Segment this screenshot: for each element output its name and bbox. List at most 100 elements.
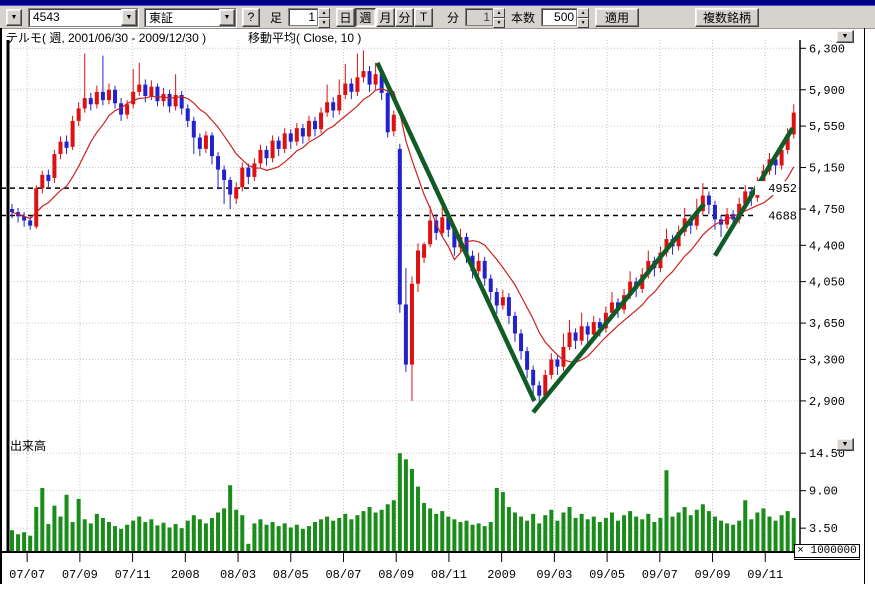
volume-bar [209,517,214,552]
volume-scale-dropdown-button[interactable]: ▼ [836,438,854,451]
ma-indicator-label: 移動平均( Close, 10 ) [248,31,362,45]
trend-line [375,61,537,402]
period-minute-button[interactable]: 分 [395,7,415,27]
candle-body [403,304,408,365]
candle-body [294,128,299,142]
date-tick-label: 09/11 [747,568,783,582]
stock-code-dropdown-icon[interactable]: ▼ [121,8,137,26]
date-tick-label: 2009 [487,568,516,582]
volume-bar [34,507,39,552]
spin-down-icon[interactable]: ▼ [493,18,506,28]
exchange-dropdown-icon[interactable]: ▼ [219,8,235,26]
period-tick-button[interactable]: T [414,7,434,27]
volume-bar [476,523,481,552]
price-scale-dropdown-button[interactable]: ▼ [836,30,854,43]
candle-body [64,141,69,148]
candle-body [34,188,39,227]
volume-bar [137,516,142,552]
ashi-spinner[interactable]: ▲ ▼ [318,8,331,28]
volume-bar [167,527,172,552]
candle-body [325,102,330,113]
minute-input[interactable]: 1 [465,8,494,26]
spin-up-icon[interactable]: ▲ [577,8,590,18]
candle-body [609,302,614,313]
candle-body [628,281,633,296]
price-tick-label: 5,550 [809,120,845,134]
volume-bar [185,520,190,552]
volume-bar [191,515,196,552]
period-month-button[interactable]: 月 [376,7,396,27]
volume-bar [403,459,408,552]
spin-up-icon[interactable]: ▲ [493,8,506,18]
candle-body [409,283,414,365]
candle-body [525,351,530,370]
volume-bar [234,509,239,552]
candle-body [379,74,384,93]
period-week-button[interactable]: 週 [355,7,377,27]
honsu-input[interactable]: 500 [541,8,578,26]
period-day-button[interactable]: 日 [336,7,356,27]
ashi-input[interactable]: 1 [288,8,319,26]
volume-bar [646,513,651,552]
spin-up-icon[interactable]: ▲ [318,8,331,18]
volume-bar [325,516,330,552]
volume-bar [355,515,360,552]
candle-body [391,114,396,132]
candle-body [40,174,45,189]
help-button[interactable]: ? [242,7,260,27]
candle-body [173,94,178,107]
volume-bar [294,524,299,552]
volume-bar [367,507,372,552]
candle-body [300,128,305,137]
candle-body [646,260,651,275]
volume-bar [64,494,69,552]
candle-body [349,83,354,92]
volume-bar [319,519,324,552]
volume-bar [652,522,657,552]
volume-bar [482,526,487,552]
volume-bar [216,512,221,552]
honsu-spinner[interactable]: ▲ ▼ [577,8,590,28]
multi-stock-button[interactable]: 複数銘柄 [695,7,760,27]
volume-bar [749,519,754,552]
candle-body [579,326,584,341]
candle-body [203,135,208,149]
candle-body [416,250,421,284]
candle-body [313,120,317,130]
volume-bar [179,528,184,552]
volume-bar [694,509,699,552]
corner-dropdown-button[interactable]: ▼ [6,8,22,26]
minute-spinner[interactable]: ▲ ▼ [493,8,506,28]
volume-bar [446,516,451,552]
volume-tick-label: 3.50 [809,522,838,536]
candle-body [397,148,402,305]
volume-bar [373,512,378,552]
candle-body [276,140,281,149]
candle-body [440,217,445,233]
minute-label: 分 [447,10,460,25]
candle-body [567,332,572,347]
price-tick-label: 6,300 [809,42,845,56]
candle-body [543,374,548,396]
volume-bar [688,515,693,552]
volume-bar [755,512,760,552]
candle-body [706,195,711,205]
volume-bar [222,508,227,552]
date-tick-label: 07/11 [115,568,151,582]
spin-down-icon[interactable]: ▼ [318,18,331,28]
candle-body [240,167,245,188]
volume-bar [664,470,669,552]
volume-bar [591,516,596,552]
candle-body [555,359,560,367]
date-tick-label: 09/05 [589,568,625,582]
spin-down-icon[interactable]: ▼ [577,18,590,28]
volume-bar [603,517,608,552]
exchange-combobox[interactable]: 東証 ▼ [144,7,236,27]
date-tick-label: 09/03 [536,568,572,582]
price-tick-label: 4,050 [809,276,845,290]
stock-code-combobox[interactable]: 4543 ▼ [28,7,138,27]
window-title-strip [0,0,875,6]
volume-bar [113,526,118,552]
apply-button[interactable]: 適用 [595,7,640,27]
